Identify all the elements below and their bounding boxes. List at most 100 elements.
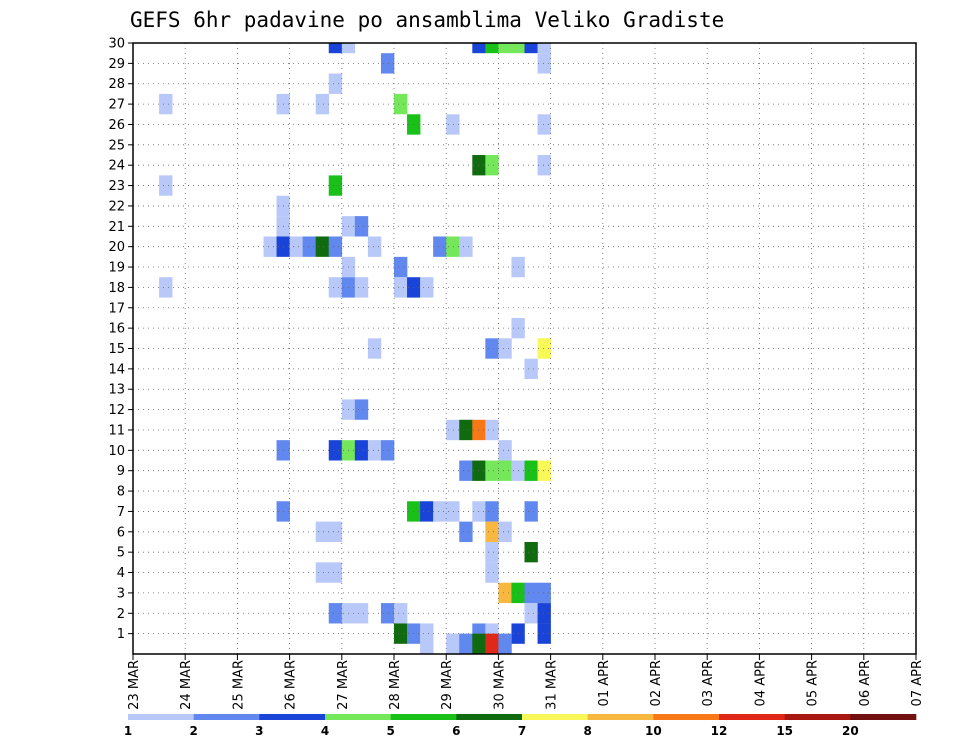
colorbar-swatch: [193, 714, 260, 720]
data-cell: [328, 236, 343, 257]
data-cell: [524, 541, 538, 563]
colorbar-label: 12: [711, 724, 728, 738]
data-cell: [367, 338, 382, 359]
data-cells: [159, 43, 551, 654]
y-tick-label: 17: [108, 301, 125, 316]
data-cell: [354, 399, 369, 420]
y-tick-label: 7: [117, 505, 125, 520]
data-cell: [289, 236, 303, 257]
chart-title: GEFS 6hr padavine po ansamblima Veliko G…: [130, 8, 724, 32]
x-tick-label: 06 APR: [858, 660, 873, 706]
y-tick-label: 12: [108, 403, 125, 418]
data-cell: [459, 633, 473, 654]
data-cell: [537, 338, 551, 359]
colorbar-swatch: [784, 714, 851, 720]
colorbar-label: 7: [518, 724, 526, 738]
y-tick-label: 21: [108, 220, 125, 235]
y-tick-label: 13: [108, 383, 125, 398]
data-cell: [524, 582, 538, 604]
data-cell: [498, 460, 512, 481]
data-cell: [446, 236, 460, 257]
x-tick-label: 26 MAR: [284, 660, 299, 710]
colorbar-label: 1: [124, 724, 132, 738]
data-cell: [485, 521, 499, 542]
colorbar-swatch: [587, 714, 654, 720]
y-tick-label: 23: [108, 179, 125, 194]
x-tick-label: 27 MAR: [336, 660, 351, 710]
data-cell: [159, 277, 173, 298]
data-cell: [380, 603, 395, 624]
y-tick-label: 25: [108, 138, 125, 153]
data-cell: [524, 501, 538, 522]
colorbar-label: 6: [452, 724, 460, 738]
data-cell: [498, 43, 512, 54]
y-tick-label: 24: [108, 159, 125, 174]
data-cell: [472, 43, 486, 54]
x-tick-label: 30 MAR: [492, 660, 507, 710]
data-cell: [537, 603, 551, 624]
data-cell: [485, 338, 499, 359]
data-cell: [394, 93, 408, 115]
x-tick-label: 29 MAR: [440, 660, 455, 710]
data-cell: [380, 440, 395, 461]
y-tick-label: 11: [108, 423, 125, 438]
colorbar-swatch: [719, 714, 785, 720]
data-cell: [394, 277, 408, 298]
data-cell: [537, 460, 551, 481]
data-cell: [315, 521, 330, 542]
colorbar-label: 5: [386, 724, 394, 738]
colorbar-swatch: [456, 714, 523, 720]
data-cell: [446, 419, 460, 441]
data-cell: [459, 521, 473, 542]
data-cell: [328, 175, 343, 196]
colorbar-label: 3: [255, 724, 263, 738]
data-cell: [524, 43, 538, 54]
data-cell: [315, 236, 330, 257]
data-cell: [380, 53, 395, 74]
data-cell: [498, 521, 512, 542]
data-cell: [459, 236, 473, 257]
data-cell: [485, 460, 499, 481]
data-cell: [537, 43, 551, 54]
data-cell: [485, 562, 499, 583]
y-tick-label: 3: [117, 586, 125, 601]
colorbar-swatch: [653, 714, 720, 720]
data-cell: [302, 236, 316, 257]
data-cell: [420, 501, 434, 522]
y-tick-label: 22: [108, 199, 125, 214]
y-tick-label: 19: [108, 261, 125, 276]
data-cell: [354, 440, 369, 461]
data-cell: [354, 277, 369, 298]
y-tick-label: 5: [117, 546, 125, 561]
data-cell: [498, 338, 512, 359]
data-cell: [537, 582, 551, 604]
colorbar-label: 2: [189, 724, 197, 738]
colorbar-label: 15: [776, 724, 793, 738]
data-cell: [537, 114, 551, 135]
x-tick-label: 25 MAR: [231, 660, 246, 710]
x-tick-label: 28 MAR: [388, 660, 403, 710]
data-cell: [367, 236, 382, 257]
y-tick-label: 1: [117, 627, 125, 642]
y-tick-label: 9: [117, 464, 125, 479]
y-tick-label: 6: [117, 525, 125, 540]
y-tick-label: 30: [108, 37, 125, 52]
y-tick-label: 26: [108, 118, 125, 133]
data-cell: [159, 93, 173, 115]
y-tick-label: 27: [108, 98, 125, 113]
data-cell: [485, 155, 499, 176]
colorbar-swatch: [522, 714, 588, 720]
data-cell: [537, 623, 551, 644]
data-cell: [354, 216, 369, 237]
axis-ticks: 1234567891011121314151617181920212223242…: [108, 37, 925, 710]
data-cell: [159, 175, 173, 196]
data-cell: [498, 440, 512, 461]
data-cell: [315, 93, 330, 115]
data-cell: [459, 460, 473, 481]
data-cell: [394, 256, 408, 278]
data-cell: [328, 562, 343, 583]
colorbar: 1 2 3 4 5 6 7 8 10 12 15 20: [124, 714, 917, 738]
data-cell: [263, 236, 277, 257]
data-cell: [354, 603, 369, 624]
